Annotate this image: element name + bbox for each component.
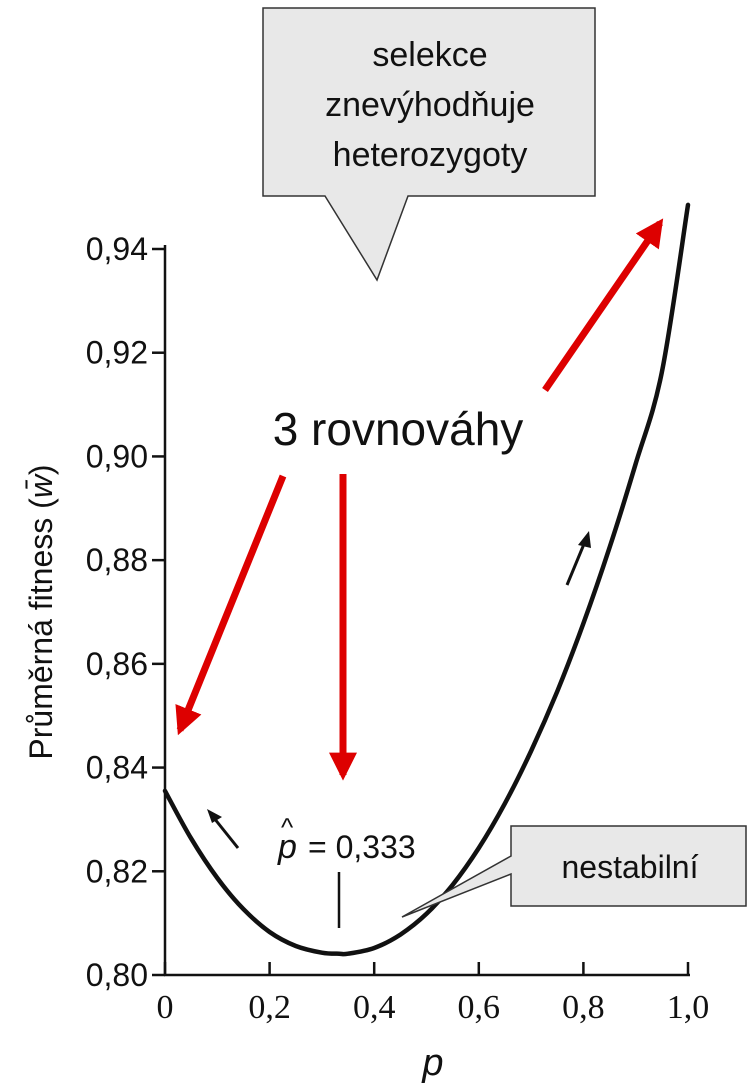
top-callout-line-1: selekce — [372, 36, 487, 74]
direction-arrow-left — [212, 817, 240, 849]
y-tick-label: 0,82 — [86, 853, 148, 889]
y-tick-label: 0,86 — [86, 646, 148, 682]
x-ticks: 0 0,2 0,4 0,6 0,8 1,0 — [157, 962, 710, 1026]
direction-arrow-left-head — [207, 809, 222, 823]
top-callout-line-3: heterozygoty — [333, 136, 528, 174]
x-axis-label: p — [421, 1042, 443, 1084]
x-tick-label: 1,0 — [667, 989, 710, 1026]
x-tick-label: 0,4 — [353, 989, 396, 1026]
x-tick-label: 0 — [157, 989, 174, 1026]
equilibria-label: 3 rovnováhy — [273, 403, 524, 455]
x-tick-label: 0,2 — [248, 989, 291, 1026]
y-tick-label: 0,90 — [86, 438, 148, 474]
top-callout-box — [262, 7, 596, 282]
direction-arrow-right — [565, 543, 586, 586]
y-axis-label: Průměrná fitness (w̄) — [23, 464, 59, 759]
right-callout-box — [401, 825, 747, 918]
red-arrow-right — [542, 218, 664, 392]
equilibrium-label: = 0,333 — [308, 829, 416, 865]
y-tick-label: 0,80 — [86, 957, 148, 993]
equilibrium-hat: ^ — [281, 812, 294, 842]
equilibrium-p-symbol: p — [277, 828, 297, 866]
y-tick-label: 0,92 — [86, 335, 148, 371]
fitness-curve — [162, 202, 691, 957]
direction-arrow-right-head — [578, 531, 591, 548]
y-tick-label: 0,84 — [86, 750, 148, 786]
y-ticks: 0,80 0,82 0,84 0,86 0,88 0,90 0,92 0,94 — [86, 231, 165, 993]
red-arrow-left — [175, 474, 287, 736]
y-tick-label: 0,88 — [86, 542, 148, 578]
x-tick-label: 0,6 — [458, 989, 501, 1026]
right-callout-text: nestabilní — [562, 849, 699, 885]
y-tick-label: 0,94 — [86, 231, 148, 267]
x-tick-label: 0,8 — [562, 989, 605, 1026]
top-callout-line-2: znevýhodňuje — [325, 86, 535, 124]
